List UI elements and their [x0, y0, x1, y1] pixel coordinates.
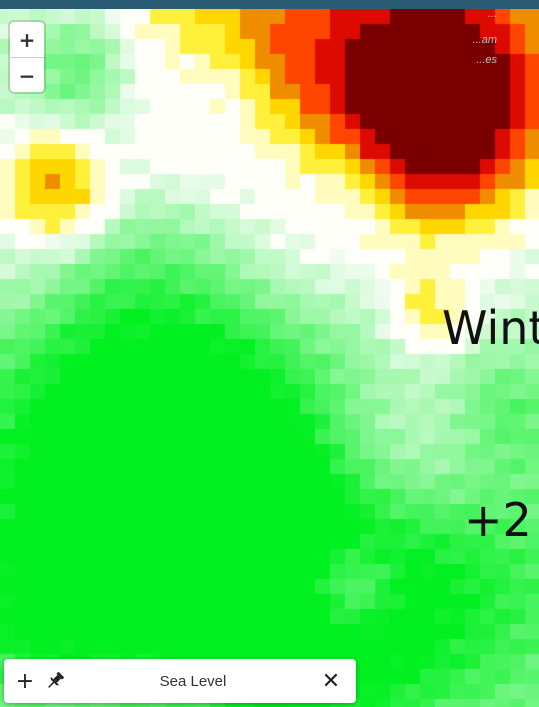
overlay-title: Wint +2 — [442, 168, 539, 680]
pin-icon[interactable] — [40, 659, 70, 703]
zoom-out-button[interactable]: − — [10, 57, 44, 92]
heatmap-layer[interactable] — [0, 9, 539, 707]
place-label: ... — [487, 8, 497, 20]
place-label: ...am — [472, 34, 497, 46]
pin-icon-glyph — [48, 671, 65, 688]
layer-bar: + Sea Level ✕ — [4, 659, 356, 703]
zoom-in-button[interactable]: + — [18, 27, 36, 52]
header-bar — [0, 0, 539, 9]
add-layer-icon[interactable]: + — [15, 668, 35, 694]
place-label: ...es — [476, 54, 497, 66]
close-icon[interactable]: ✕ — [321, 668, 341, 694]
zoom-control: + − — [10, 22, 44, 92]
overlay-subtitle-line: +2 — [464, 493, 539, 547]
layer-name: Sea Level — [159, 672, 227, 690]
overlay-title-line: Wint — [442, 301, 539, 355]
